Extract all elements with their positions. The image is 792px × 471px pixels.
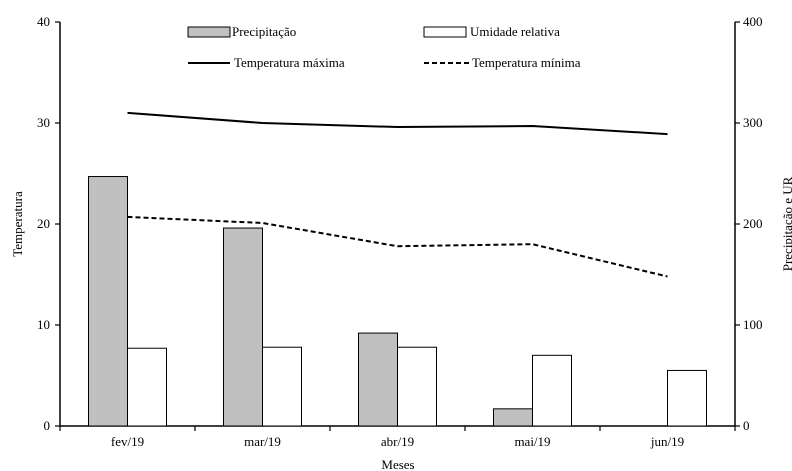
legend: Precipitação Umidade relativa Temperatur… [187, 24, 581, 70]
x-tick-label: mar/19 [244, 434, 281, 449]
x-axis-ticks: fev/19 mar/19 abr/19 mai/19 jun/19 [59, 426, 736, 449]
left-axis-ticks: 0 10 20 30 40 [37, 14, 60, 433]
right-axis-title: Precipitação e UR [780, 176, 792, 271]
right-axis-ticks: 0 100 200 300 400 [735, 14, 763, 433]
bar-precipitacao [223, 227, 263, 427]
right-tick-label: 0 [743, 418, 750, 433]
legend-swatch-precipitacao [187, 26, 231, 38]
right-tick-label: 400 [743, 14, 763, 29]
x-tick-label: abr/19 [381, 434, 414, 449]
left-axis-title: Temperatura [10, 191, 25, 257]
line-temperatura-maxima [127, 111, 668, 136]
legend-label-temp-min: Temperatura mínima [472, 55, 581, 70]
legend-label-precipitacao: Precipitação [232, 24, 296, 39]
bar-precipitacao [493, 408, 533, 427]
lines-group [127, 111, 668, 278]
right-tick-label: 100 [743, 317, 763, 332]
legend-swatch-umidade [423, 26, 467, 38]
bar-umidade-relativa [262, 346, 302, 427]
line-temperatura-minima [127, 215, 668, 278]
left-tick-label: 0 [44, 418, 51, 433]
left-tick-label: 10 [37, 317, 50, 332]
right-tick-label: 200 [743, 216, 763, 231]
bar-precipitacao [88, 176, 128, 427]
x-tick-label: mai/19 [514, 434, 550, 449]
x-tick-label: fev/19 [111, 434, 144, 449]
left-tick-label: 30 [37, 115, 50, 130]
legend-label-temp-max: Temperatura máxima [234, 55, 345, 70]
bars-group [88, 176, 707, 427]
right-tick-label: 300 [743, 115, 763, 130]
bar-umidade-relativa [532, 354, 572, 427]
bar-umidade-relativa [397, 346, 437, 427]
x-tick-label: jun/19 [650, 434, 684, 449]
bar-umidade-relativa [127, 347, 167, 427]
x-axis-title: Meses [381, 457, 414, 471]
left-tick-label: 40 [37, 14, 50, 29]
bar-umidade-relativa [667, 369, 707, 427]
bar-precipitacao [358, 332, 398, 427]
legend-label-umidade: Umidade relativa [470, 24, 560, 39]
left-tick-label: 20 [37, 216, 50, 231]
